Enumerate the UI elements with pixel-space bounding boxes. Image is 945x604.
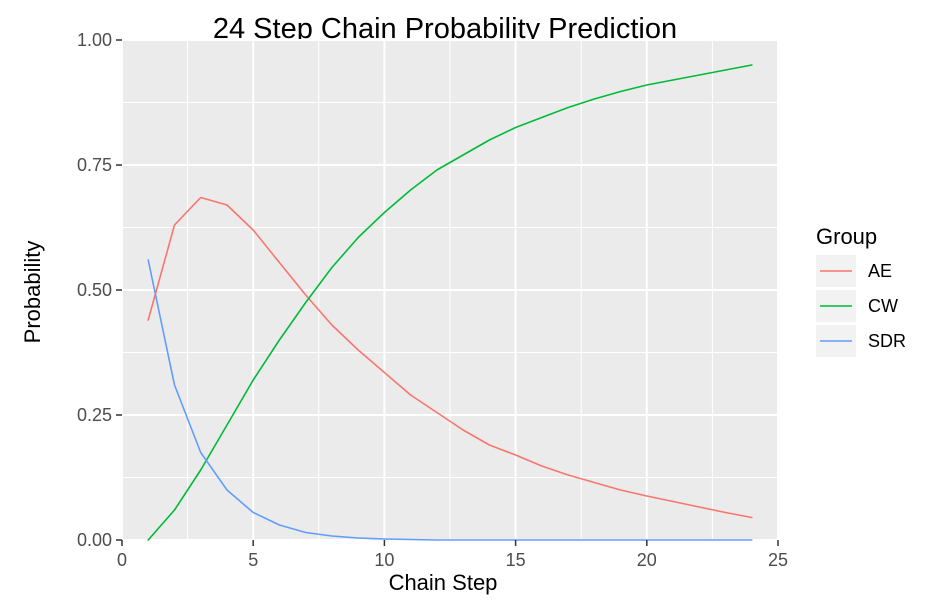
series-line-sdr: [147, 259, 753, 541]
x-tick-label: 15: [506, 550, 526, 570]
legend-label: SDR: [868, 331, 906, 351]
legend-items: AE CW SDR: [816, 255, 906, 357]
x-axis-title: Chain Step: [389, 570, 498, 595]
x-tick-label: 25: [768, 550, 788, 570]
y-tick-label: 1.00: [77, 30, 112, 50]
series-lines: [147, 64, 753, 541]
y-tick-label: 0.50: [77, 280, 112, 300]
legend-item-cw: CW: [816, 290, 898, 322]
legend: Group AE CW SDR: [816, 224, 906, 357]
series-line-ae: [147, 196, 753, 519]
x-tick-label: 10: [374, 550, 394, 570]
axes: 0 5 10 15 20 25 0.00 0.25 0.50 0.75 1.00: [77, 30, 788, 570]
legend-title: Group: [816, 224, 877, 249]
legend-item-sdr: SDR: [816, 325, 906, 357]
legend-item-ae: AE: [816, 255, 892, 287]
x-tick-label: 20: [637, 550, 657, 570]
y-tick-label: 0.25: [77, 405, 112, 425]
series-line-cw: [147, 64, 753, 541]
x-tick-label: 0: [117, 550, 127, 570]
y-tick-label: 0.75: [77, 155, 112, 175]
legend-label: AE: [868, 261, 892, 281]
y-tick-label: 0.00: [77, 530, 112, 550]
x-tick-label: 5: [248, 550, 258, 570]
y-axis-title: Probability: [20, 241, 45, 344]
legend-label: CW: [868, 296, 898, 316]
